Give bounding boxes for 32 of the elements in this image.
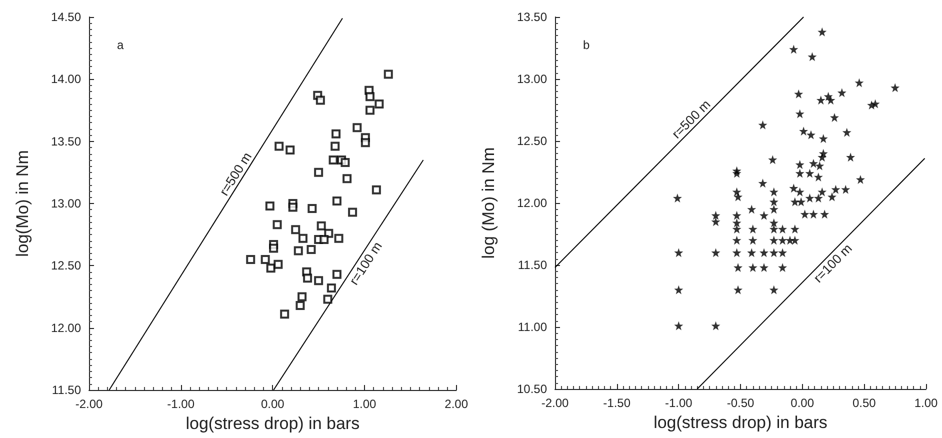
annotation: b <box>583 38 590 52</box>
y-tick-label: 11.50 <box>52 383 82 397</box>
y-tick-label: 12.00 <box>516 196 548 210</box>
x-axis-title: log(stress drop) in bars <box>186 414 360 433</box>
x-tick-label: -2.00 <box>541 396 569 410</box>
y-tick-label: 12.50 <box>516 134 548 148</box>
x-tick-label: -1.00 <box>167 397 195 411</box>
x-tick-label: 0.00 <box>790 396 814 410</box>
y-axis-title: log(Mo) in Nm <box>13 150 32 257</box>
y-tick-label: 11.00 <box>518 320 548 334</box>
x-tick-label: -2.00 <box>75 397 103 411</box>
x-tick-label: -0.50 <box>726 396 754 410</box>
y-axis-title: log (Mo) in Nm <box>479 147 498 259</box>
y-tick-label: 14.50 <box>50 10 82 24</box>
y-tick-label: 14.00 <box>50 72 82 86</box>
y-tick-label: 13.00 <box>50 196 82 210</box>
y-tick-label: 13.50 <box>50 134 82 148</box>
x-tick-label: 0.50 <box>852 396 876 410</box>
y-tick-label: 13.50 <box>516 10 548 24</box>
y-tick-label: 13.00 <box>516 72 548 86</box>
x-tick-label: -1.50 <box>603 396 631 410</box>
x-axis-title: log(stress drop) in bars <box>654 412 828 432</box>
y-tick-label: 11.50 <box>518 258 548 272</box>
y-tick-label: 12.50 <box>50 258 82 273</box>
x-tick-label: 0.00 <box>260 397 285 411</box>
x-tick-label: 1.00 <box>352 397 376 411</box>
y-tick-label: 10.50 <box>516 382 548 396</box>
y-tick-label: 12.00 <box>50 320 82 335</box>
x-tick-label: -1.00 <box>664 396 693 410</box>
x-tick-label: 1.00 <box>914 396 938 410</box>
annotation: a <box>117 38 124 52</box>
x-tick-label: 2.00 <box>444 397 468 411</box>
